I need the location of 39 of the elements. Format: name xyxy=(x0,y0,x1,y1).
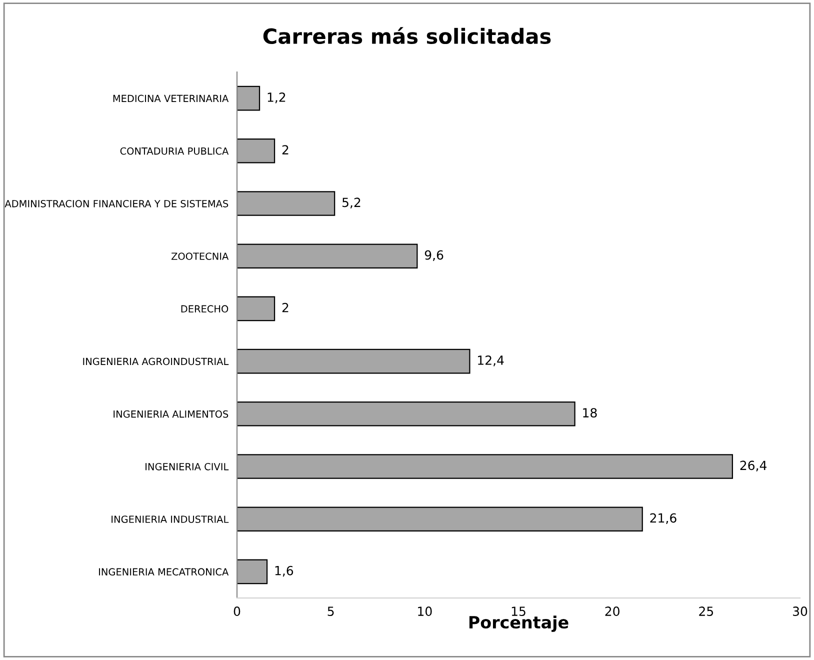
y-tick-label: MEDICINA VETERINARIA xyxy=(113,94,229,102)
data-label: 5,2 xyxy=(342,198,360,208)
bar xyxy=(237,86,260,111)
y-tick-label: INGENIERIA CIVIL xyxy=(146,462,229,470)
data-label: 18 xyxy=(583,408,597,418)
data-label: 2 xyxy=(282,302,288,312)
bar xyxy=(237,296,276,322)
x-axis-title: Porcentaje xyxy=(469,616,568,632)
bar xyxy=(237,191,336,216)
data-label: 21,6 xyxy=(650,513,676,524)
data-label: 12,4 xyxy=(478,355,504,366)
y-tick-label: INGENIERIA ALIMENTOS xyxy=(114,410,228,418)
x-tick-label: 30 xyxy=(793,606,808,616)
data-label: 1,2 xyxy=(268,92,286,104)
chart-title: Carreras más solicitadas xyxy=(263,27,551,44)
y-tick-label: INGENIERIA AGROINDUSTRIAL xyxy=(83,358,229,366)
bar xyxy=(237,402,576,426)
x-tick-label: 10 xyxy=(418,606,432,616)
y-tick-label: ZOOTECNIA xyxy=(171,252,229,260)
y-tick-label: INGENIERIA INDUSTRIAL xyxy=(112,516,229,523)
x-tick-label: 5 xyxy=(328,606,334,616)
bar xyxy=(237,506,643,532)
x-tick-label: 0 xyxy=(234,606,240,616)
data-label: 9,6 xyxy=(424,250,444,261)
bar xyxy=(237,454,733,479)
x-tick-label: 25 xyxy=(699,606,714,616)
y-tick-label: INGENIERIA MECATRONICA xyxy=(99,568,229,576)
bar xyxy=(237,244,418,268)
x-tick-label: 20 xyxy=(605,606,620,616)
y-tick-label: CONTADURIA PUBLICA xyxy=(120,147,229,155)
bar xyxy=(237,138,276,164)
y-tick-label: DERECHO xyxy=(181,305,228,313)
y-tick-label: ADMINISTRACION FINANCIERA Y DE SISTEMAS xyxy=(4,200,228,208)
data-label: 1,6 xyxy=(275,566,294,577)
data-label: 26,4 xyxy=(740,460,767,472)
bar xyxy=(237,559,268,584)
data-label: 2 xyxy=(282,145,288,154)
bar xyxy=(237,348,470,374)
x-tick-label: 15 xyxy=(512,606,526,616)
